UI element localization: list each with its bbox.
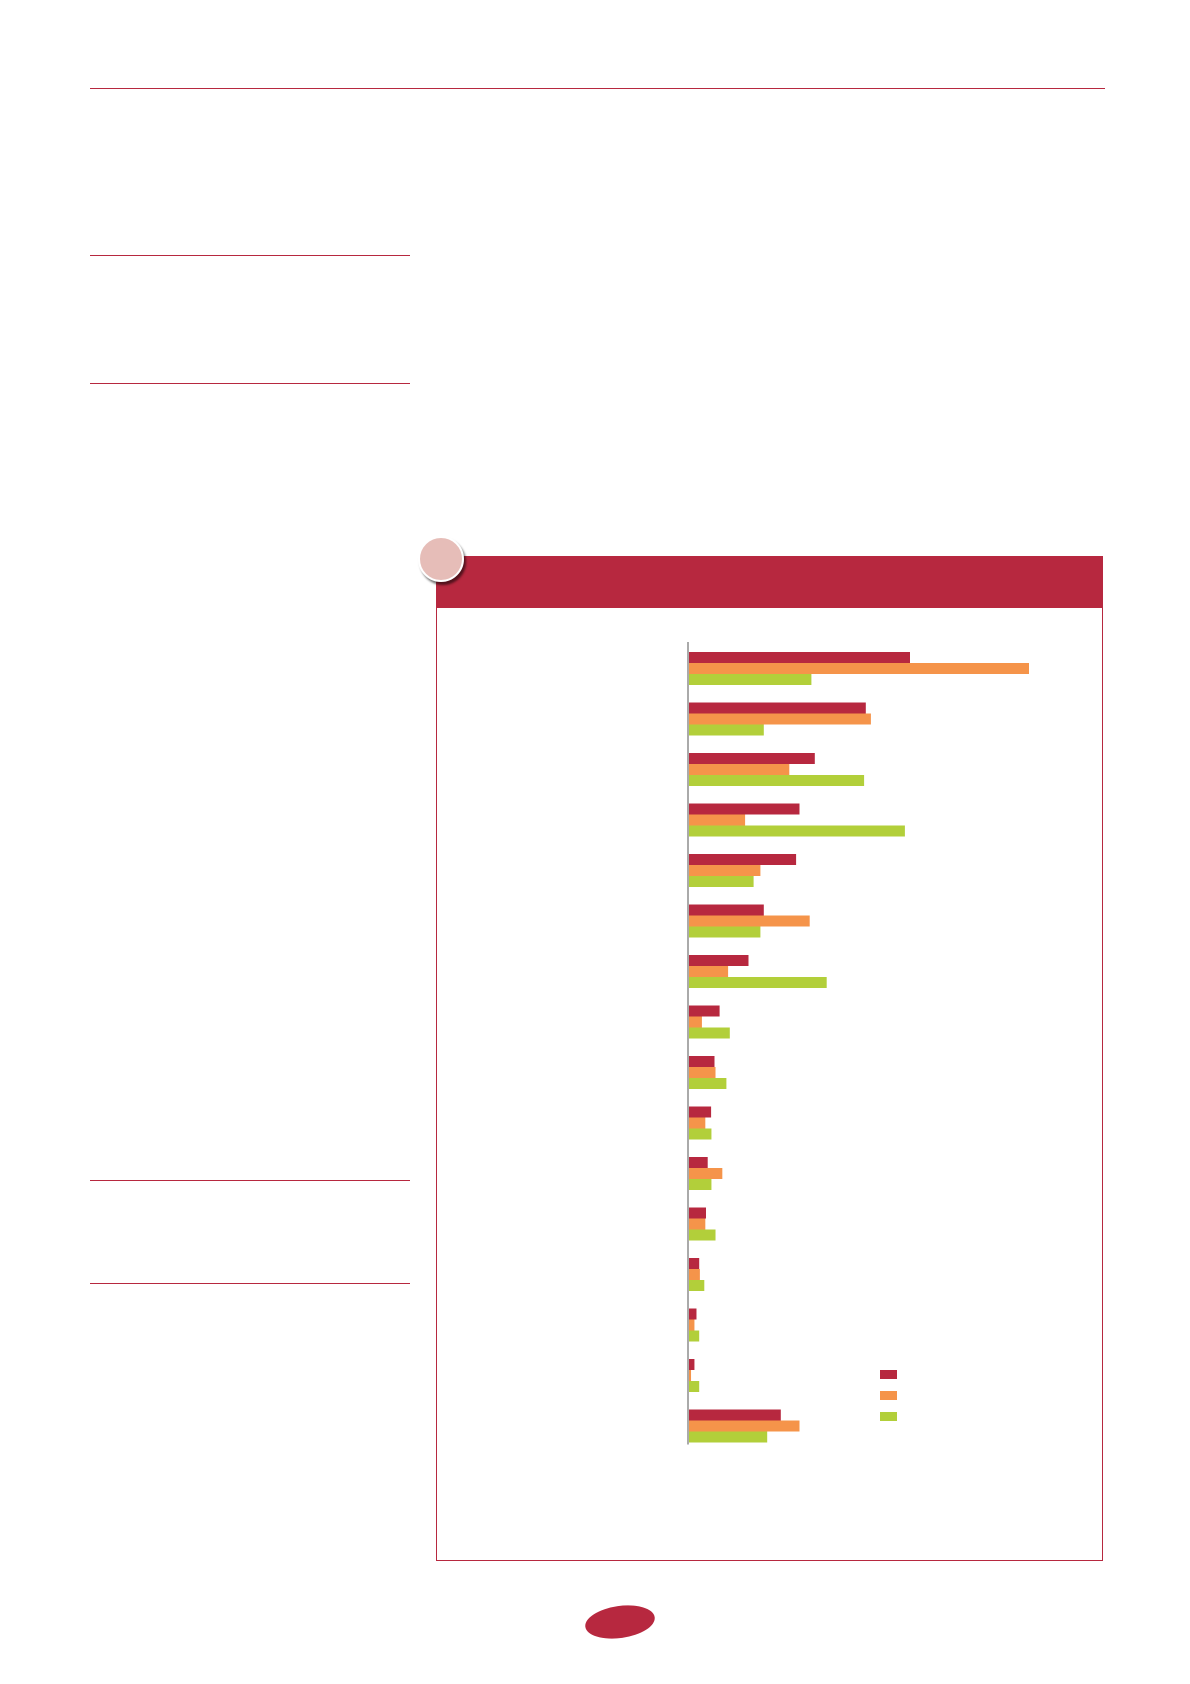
bar-group-5-series-2 [689, 865, 761, 876]
sidebar-rule-3 [90, 1180, 410, 1181]
bar-group-8-series-1 [689, 1005, 720, 1017]
bar-group-4-series-1 [689, 803, 800, 815]
bar-group-13-series-1 [689, 1258, 700, 1269]
bar-group-14-series-3 [689, 1330, 700, 1342]
bar-group-3-series-3 [689, 775, 865, 786]
bar-group-14-series-1 [689, 1308, 697, 1320]
bar-group-2-series-3 [689, 724, 764, 736]
bar-group-6-series-3 [689, 926, 761, 938]
bar-group-12-series-2 [689, 1218, 706, 1230]
legend-swatch-series-2 [880, 1391, 897, 1400]
bar-group-2-series-2 [689, 713, 871, 725]
bar-group-15-series-1 [689, 1359, 695, 1370]
bar-group-6-series-1 [689, 904, 764, 916]
bar-group-11-series-3 [689, 1179, 712, 1190]
bar-group-10-series-2 [689, 1117, 706, 1129]
bar-group-4-series-2 [689, 814, 746, 826]
bar-group-3-series-2 [689, 764, 790, 775]
bar-group-4-series-3 [689, 825, 905, 837]
bar-group-7-series-3 [689, 977, 827, 988]
bar-group-6-series-2 [689, 915, 810, 927]
bar-group-16-series-1 [689, 1409, 781, 1421]
bar-group-1-series-3 [689, 674, 812, 685]
bar-group-10-series-1 [689, 1106, 712, 1118]
bar-group-7-series-1 [689, 955, 749, 966]
chart-panel-header [436, 556, 1103, 608]
bar-group-9-series-1 [689, 1056, 715, 1067]
bar-group-5-series-3 [689, 876, 754, 887]
chart-number-badge [418, 536, 464, 582]
bar-group-16-series-3 [689, 1431, 768, 1443]
bar-group-12-series-1 [689, 1207, 706, 1219]
sidebar-rule-1 [90, 255, 410, 256]
bar-group-1-series-2 [689, 663, 1029, 674]
bar-group-11-series-2 [689, 1168, 723, 1179]
bar-group-15-series-3 [689, 1381, 700, 1392]
bar-chart [687, 642, 1029, 1445]
bar-group-8-series-3 [689, 1027, 730, 1039]
bar-group-2-series-1 [689, 702, 866, 714]
bar-group-16-series-2 [689, 1420, 800, 1432]
page-number-badge [583, 1601, 657, 1643]
bar-group-7-series-2 [689, 966, 729, 977]
sidebar-rule-2 [90, 383, 410, 384]
bar-group-12-series-3 [689, 1229, 716, 1241]
bar-group-13-series-2 [689, 1269, 700, 1280]
bar-group-9-series-3 [689, 1078, 727, 1089]
header-rule [90, 88, 1105, 89]
bar-group-14-series-2 [689, 1319, 695, 1331]
bar-group-1-series-1 [689, 652, 910, 663]
legend-swatch-series-3 [880, 1412, 897, 1421]
bar-group-10-series-3 [689, 1128, 712, 1140]
bar-group-5-series-1 [689, 854, 797, 865]
bar-group-11-series-1 [689, 1157, 708, 1168]
bar-group-9-series-2 [689, 1067, 716, 1078]
bar-group-3-series-1 [689, 753, 815, 764]
bar-group-15-series-2 [689, 1370, 692, 1381]
sidebar-rule-4 [90, 1283, 410, 1284]
bar-group-13-series-3 [689, 1280, 705, 1291]
bar-group-8-series-2 [689, 1016, 702, 1028]
legend-swatch-series-1 [880, 1370, 897, 1379]
